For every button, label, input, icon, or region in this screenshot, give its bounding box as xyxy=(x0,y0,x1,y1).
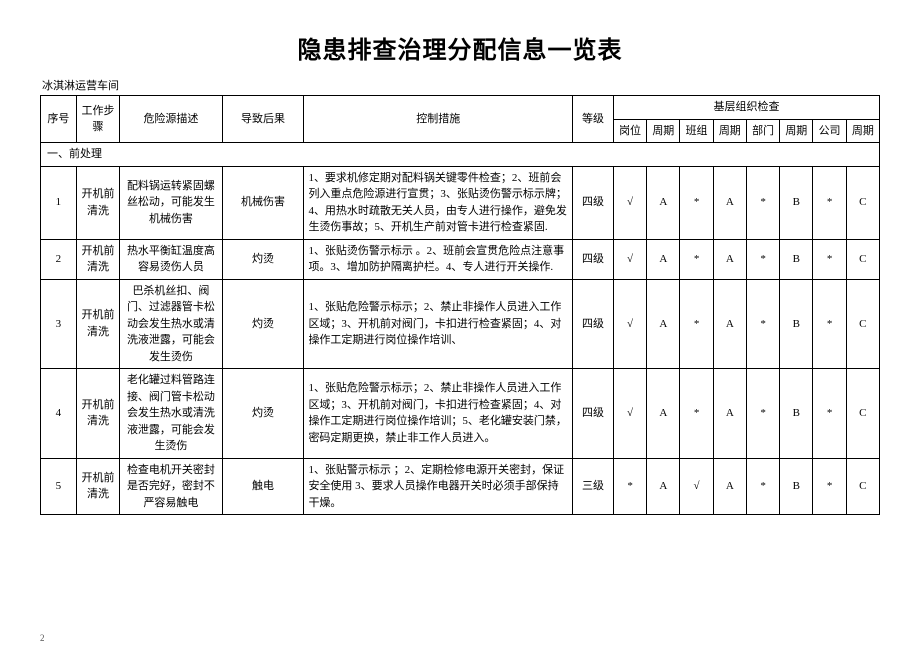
cell-consequence: 触电 xyxy=(222,458,304,515)
cell-check-7: C xyxy=(846,279,879,369)
cell-check-6: * xyxy=(813,369,846,459)
table-header: 序号 工作步骤 危险源描述 导致后果 控制措施 等级 基层组织检查 岗位周期班组… xyxy=(41,96,880,143)
cell-check-2: * xyxy=(680,166,713,239)
cell-consequence: 灼烫 xyxy=(222,239,304,279)
cell-check-5: B xyxy=(780,239,813,279)
table-row: 4开机前清洗老化罐过料管路连接、阀门管卡松动会发生热水或清洗液泄露，可能会发生烫… xyxy=(41,369,880,459)
cell-level: 四级 xyxy=(573,369,614,459)
page-title: 隐患排查治理分配信息一览表 xyxy=(40,30,880,65)
cell-check-4: * xyxy=(746,279,779,369)
th-control: 控制措施 xyxy=(304,96,573,143)
cell-check-0: √ xyxy=(613,279,646,369)
cell-consequence: 灼烫 xyxy=(222,369,304,459)
cell-check-2: * xyxy=(680,239,713,279)
cell-check-4: * xyxy=(746,369,779,459)
cell-level: 四级 xyxy=(573,239,614,279)
th-check-2: 班组 xyxy=(680,119,713,143)
cell-check-1: A xyxy=(647,239,680,279)
cell-source: 检查电机开关密封是否完好，密封不严容易触电 xyxy=(120,458,222,515)
th-check-0: 岗位 xyxy=(613,119,646,143)
cell-source: 老化罐过料管路连接、阀门管卡松动会发生热水或清洗液泄露，可能会发生烫伤 xyxy=(120,369,222,459)
cell-check-7: C xyxy=(846,458,879,515)
table-row: 3开机前清洗巴杀机丝扣、阀门、过滤器管卡松动会发生热水或清洗液泄露，可能会发生烫… xyxy=(41,279,880,369)
th-consequence: 导致后果 xyxy=(222,96,304,143)
cell-level: 四级 xyxy=(573,279,614,369)
cell-check-0: * xyxy=(613,458,646,515)
cell-check-7: C xyxy=(846,239,879,279)
hazard-table: 序号 工作步骤 危险源描述 导致后果 控制措施 等级 基层组织检查 岗位周期班组… xyxy=(40,95,880,515)
cell-step: 开机前清洗 xyxy=(76,166,119,239)
cell-check-1: A xyxy=(647,166,680,239)
table-row: 5开机前清洗检查电机开关密封是否完好，密封不严容易触电触电1、张贴警示标示 ；2… xyxy=(41,458,880,515)
cell-control: 1、要求机修定期对配料锅关键零件检查；2、班前会列入重点危险源进行宣贯；3、张贴… xyxy=(304,166,573,239)
cell-check-4: * xyxy=(746,239,779,279)
cell-check-4: * xyxy=(746,166,779,239)
cell-check-4: * xyxy=(746,458,779,515)
cell-seq: 3 xyxy=(41,279,77,369)
cell-check-3: A xyxy=(713,279,746,369)
cell-consequence: 灼烫 xyxy=(222,279,304,369)
th-check-7: 周期 xyxy=(846,119,879,143)
cell-check-5: B xyxy=(780,369,813,459)
cell-control: 1、张贴危险警示标示；2、禁止非操作人员进入工作区域；3、开机前对阀门，卡扣进行… xyxy=(304,369,573,459)
cell-check-1: A xyxy=(647,279,680,369)
cell-step: 开机前清洗 xyxy=(76,369,119,459)
th-seq: 序号 xyxy=(41,96,77,143)
cell-step: 开机前清洗 xyxy=(76,279,119,369)
th-check-3: 周期 xyxy=(713,119,746,143)
cell-check-0: √ xyxy=(613,239,646,279)
table-row: 2开机前清洗热水平衡缸温度高容易烫伤人员灼烫1、张贴烫伤警示标示 。2、班前会宣… xyxy=(41,239,880,279)
cell-check-6: * xyxy=(813,166,846,239)
th-step: 工作步骤 xyxy=(76,96,119,143)
cell-seq: 2 xyxy=(41,239,77,279)
cell-consequence: 机械伤害 xyxy=(222,166,304,239)
th-check-6: 公司 xyxy=(813,119,846,143)
th-check-1: 周期 xyxy=(647,119,680,143)
cell-seq: 4 xyxy=(41,369,77,459)
cell-source: 热水平衡缸温度高容易烫伤人员 xyxy=(120,239,222,279)
cell-check-3: A xyxy=(713,166,746,239)
cell-check-6: * xyxy=(813,279,846,369)
cell-step: 开机前清洗 xyxy=(76,458,119,515)
cell-control: 1、张贴烫伤警示标示 。2、班前会宣贯危险点注意事项。3、增加防护隔离护栏。4、… xyxy=(304,239,573,279)
cell-source: 配料锅运转紧固螺丝松动，可能发生机械伤害 xyxy=(120,166,222,239)
cell-check-1: A xyxy=(647,369,680,459)
cell-check-6: * xyxy=(813,239,846,279)
th-group: 基层组织检查 xyxy=(613,96,879,120)
cell-check-3: A xyxy=(713,369,746,459)
cell-check-2: √ xyxy=(680,458,713,515)
cell-check-1: A xyxy=(647,458,680,515)
table-row: 1开机前清洗配料锅运转紧固螺丝松动，可能发生机械伤害机械伤害1、要求机修定期对配… xyxy=(41,166,880,239)
th-check-5: 周期 xyxy=(780,119,813,143)
cell-step: 开机前清洗 xyxy=(76,239,119,279)
cell-control: 1、张贴警示标示 ；2、定期检修电源开关密封，保证安全使用 3、要求人员操作电器… xyxy=(304,458,573,515)
cell-seq: 1 xyxy=(41,166,77,239)
th-source: 危险源描述 xyxy=(120,96,222,143)
workshop-name: 冰淇淋运营车间 xyxy=(40,77,880,93)
cell-check-7: C xyxy=(846,166,879,239)
cell-check-7: C xyxy=(846,369,879,459)
cell-check-5: B xyxy=(780,279,813,369)
th-check-4: 部门 xyxy=(746,119,779,143)
cell-control: 1、张贴危险警示标示；2、禁止非操作人员进入工作区域；3、开机前对阀门，卡扣进行… xyxy=(304,279,573,369)
cell-level: 四级 xyxy=(573,166,614,239)
th-level: 等级 xyxy=(573,96,614,143)
cell-source: 巴杀机丝扣、阀门、过滤器管卡松动会发生热水或清洗液泄露，可能会发生烫伤 xyxy=(120,279,222,369)
cell-check-6: * xyxy=(813,458,846,515)
cell-check-2: * xyxy=(680,369,713,459)
cell-seq: 5 xyxy=(41,458,77,515)
section-label: 一、前处理 xyxy=(41,143,880,167)
cell-check-3: A xyxy=(713,239,746,279)
page-number: 2 xyxy=(40,633,45,643)
cell-level: 三级 xyxy=(573,458,614,515)
cell-check-3: A xyxy=(713,458,746,515)
cell-check-5: B xyxy=(780,166,813,239)
cell-check-0: √ xyxy=(613,369,646,459)
cell-check-5: B xyxy=(780,458,813,515)
cell-check-2: * xyxy=(680,279,713,369)
section-row: 一、前处理 xyxy=(41,143,880,167)
cell-check-0: √ xyxy=(613,166,646,239)
